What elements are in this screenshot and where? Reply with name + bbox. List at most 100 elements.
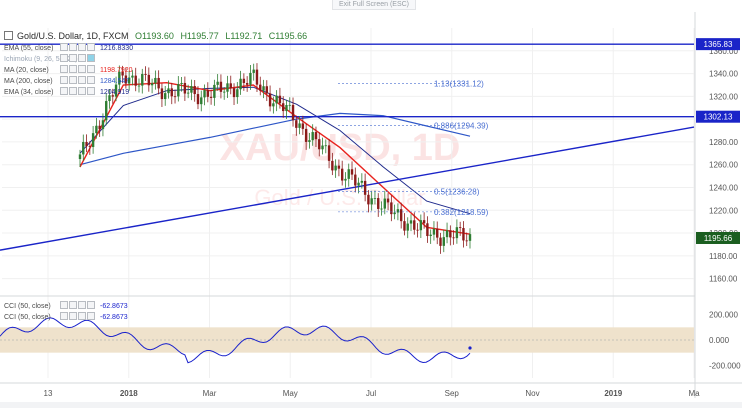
candle-body [429, 234, 432, 237]
candle-body [232, 88, 236, 98]
candle-body [370, 198, 373, 205]
candle-body [236, 89, 239, 98]
candle-body [393, 212, 396, 215]
close-icon[interactable] [78, 43, 86, 51]
candle-body [272, 103, 275, 107]
price-tick-label: 1240.00 [709, 183, 738, 192]
top-toolbar: Exit Full Screen (ESC) [0, 0, 742, 10]
close-icon[interactable] [78, 65, 86, 73]
more-icon[interactable] [87, 65, 95, 73]
time-tick-label: Mar [203, 389, 217, 398]
close-icon[interactable] [78, 76, 86, 84]
eye-icon[interactable] [60, 76, 68, 84]
settings-icon[interactable] [69, 87, 77, 95]
indicator-value: 1284.547 [100, 78, 130, 85]
watermark-line2: Gold / U.S. Dollar [254, 185, 425, 210]
candle-body [334, 165, 337, 171]
eye-icon[interactable] [60, 43, 68, 51]
candle-body [386, 198, 390, 203]
indicator-legend-ema34[interactable]: EMA (34, close) 1204.919 [4, 87, 129, 97]
fib-label: 1.13(1331.12) [434, 80, 484, 89]
more-icon[interactable] [87, 87, 95, 95]
candle-body [144, 73, 147, 75]
settings-icon[interactable] [69, 43, 77, 51]
indicator-legend-ma20[interactable]: MA (20, close) 1198.7920 [4, 65, 133, 75]
candle-body [219, 81, 223, 92]
close-icon[interactable] [78, 54, 86, 62]
cci-legend-2[interactable]: CCI (50, close) -62.8673 [4, 312, 128, 322]
candle-body [229, 83, 232, 89]
eye-icon[interactable] [60, 54, 68, 62]
close-icon[interactable] [78, 87, 86, 95]
candle-body [111, 95, 114, 97]
price-lines [0, 43, 695, 251]
candle-body [223, 91, 226, 93]
cci-legend-1[interactable]: CCI (50, close) -62.8673 [4, 301, 128, 311]
more-icon[interactable] [87, 43, 95, 51]
level-price-tag [696, 110, 740, 123]
eye-icon[interactable] [60, 301, 68, 309]
indicator-legend-ema55[interactable]: EMA (55, close) 1216.8330 [4, 43, 133, 53]
settings-icon[interactable] [69, 301, 77, 309]
time-tick-label: Nov [525, 389, 539, 398]
candle-body [383, 198, 386, 209]
candle-body [193, 86, 196, 95]
candle-body [91, 133, 95, 147]
settings-icon[interactable] [69, 312, 77, 320]
candle-body [114, 84, 118, 97]
candle-body [403, 221, 406, 231]
exit-fullscreen-button[interactable]: Exit Full Screen (ESC) [332, 0, 417, 10]
collapse-icon[interactable] [4, 31, 13, 40]
eye-icon[interactable] [60, 312, 68, 320]
candle-body [452, 237, 455, 239]
settings-icon[interactable] [69, 54, 77, 62]
candle-body [203, 90, 206, 98]
candle-body [399, 209, 403, 222]
candle-body [465, 240, 468, 242]
fib-label: 0.5(1236.28) [434, 188, 480, 197]
settings-icon[interactable] [69, 76, 77, 84]
candle-body [445, 230, 449, 238]
candle-body [426, 223, 429, 237]
candle-body [245, 82, 249, 85]
candle-body [340, 168, 344, 181]
more-icon[interactable] [87, 54, 95, 62]
more-icon[interactable] [87, 301, 95, 309]
indicator-name: MA (20, close) [4, 67, 49, 74]
eye-icon[interactable] [60, 87, 68, 95]
eye-icon[interactable] [60, 65, 68, 73]
candle-body [288, 104, 291, 106]
candle-body [295, 120, 298, 128]
candle-body [458, 227, 462, 229]
settings-icon[interactable] [69, 65, 77, 73]
candle-body [95, 125, 98, 134]
more-icon[interactable] [87, 312, 95, 320]
ohlc-high: H1195.77 [180, 31, 219, 41]
candle-body [278, 95, 282, 104]
time-tick-label: 2019 [604, 389, 622, 398]
candle-body [350, 169, 354, 175]
candle-body [147, 74, 151, 86]
candle-body [226, 83, 229, 92]
candle-body [78, 154, 82, 159]
indicator-legend-ma200[interactable]: MA (200, close) 1284.547 [4, 76, 129, 86]
candle-body [347, 169, 350, 179]
indicator-legend-ichimoku[interactable]: Ichimoku (9, 26, 52, 26) [4, 54, 96, 64]
candle-body [105, 101, 108, 121]
candle-body [468, 234, 472, 241]
close-icon[interactable] [78, 301, 86, 309]
more-icon[interactable] [87, 76, 95, 84]
candle-body [298, 123, 301, 128]
candle-body [268, 93, 272, 107]
candle-body [331, 160, 334, 171]
ma200-line [79, 112, 471, 166]
cci-tick-label: 0.000 [709, 336, 730, 345]
close-icon[interactable] [78, 312, 86, 320]
candle-body [380, 208, 383, 210]
candle-body [216, 81, 219, 85]
candle-body [314, 132, 318, 140]
ohlc-low: L1192.71 [225, 31, 263, 41]
indicator-name: EMA (34, close) [4, 89, 54, 96]
candle-body [186, 92, 190, 94]
